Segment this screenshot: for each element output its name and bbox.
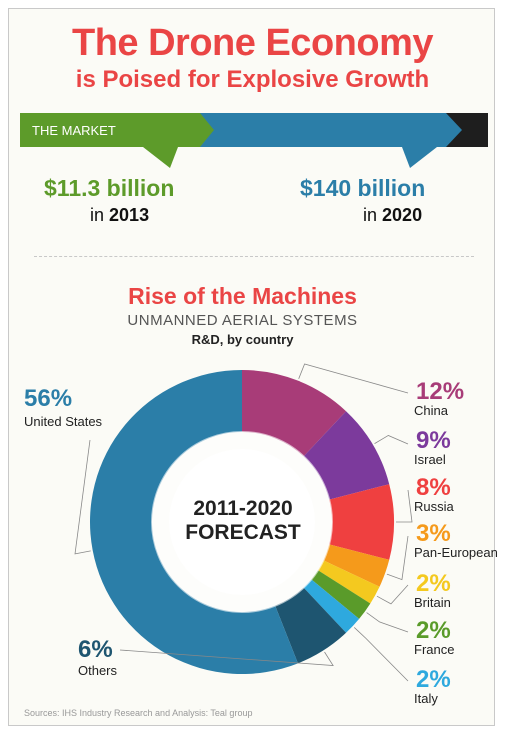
leader-line-france <box>366 612 409 633</box>
label-pct-china: 12% <box>416 378 465 405</box>
label-name-china: China <box>414 403 448 418</box>
label-name-france: France <box>414 642 455 657</box>
chart-caption: R&D, by country <box>191 332 294 347</box>
leader-line-others <box>119 649 334 666</box>
slice-russia <box>329 484 395 560</box>
leader-line-britain <box>376 584 409 605</box>
label-pct-pan-european: 3% <box>416 520 451 547</box>
leader-line-italy <box>353 627 409 682</box>
market-2013-amount: $11.3 billion <box>44 175 175 201</box>
label-name-israel: Israel <box>414 452 446 467</box>
market-2013-year-line: in 2013 <box>90 205 149 226</box>
label-name-pan-european: Pan-European <box>414 545 498 560</box>
leader-line-russia <box>396 489 413 523</box>
slice-italy <box>303 579 360 633</box>
in-word: in <box>363 205 378 225</box>
page-title: The Drone Economy <box>72 22 434 64</box>
label-pct-israel: 9% <box>416 427 451 454</box>
slice-others <box>275 587 347 664</box>
market-start-pointer <box>143 147 178 168</box>
market-bar-blue <box>200 113 462 147</box>
label-name-russia: Russia <box>414 499 454 514</box>
page-subtitle: is Poised for Explosive Growth <box>75 66 430 93</box>
section-divider <box>34 256 474 257</box>
slice-pan-european <box>323 544 390 587</box>
label-name-united-states: United States <box>24 414 103 429</box>
label-name-italy: Italy <box>414 691 438 706</box>
market-2020-year-line: in 2020 <box>363 205 422 226</box>
leader-line-united-states <box>74 439 91 555</box>
in-word: in <box>90 205 105 225</box>
center-label-line2: FORECAST <box>185 521 301 544</box>
market-2020-year: 2020 <box>382 205 423 225</box>
slice-china <box>242 370 347 457</box>
chart-title: Rise of the Machines <box>128 283 357 309</box>
label-name-britain: Britain <box>414 595 451 610</box>
leader-line-pan-european <box>386 535 409 581</box>
chart-subtitle: UNMANNED AERIAL SYSTEMS <box>127 312 358 329</box>
market-end-pointer <box>402 147 437 168</box>
label-pct-france: 2% <box>416 617 451 644</box>
slice-france <box>311 570 371 619</box>
leader-line-israel <box>374 435 409 445</box>
donut-hole <box>169 449 315 595</box>
inner-ring <box>151 431 333 613</box>
label-pct-italy: 2% <box>416 666 451 693</box>
label-pct-britain: 2% <box>416 570 451 597</box>
market-bar-green <box>20 113 214 147</box>
label-pct-united-states: 56% <box>24 385 73 412</box>
source-note: Sources: IHS Industry Research and Analy… <box>24 708 253 718</box>
center-label-line1: 2011-2020 <box>193 497 293 520</box>
market-2020-amount: $140 billion <box>300 175 426 201</box>
slice-britain <box>317 560 380 604</box>
label-pct-others: 6% <box>78 636 113 663</box>
market-arrow-bar <box>20 113 488 168</box>
slice-israel <box>303 411 390 500</box>
slice-united-states <box>89 370 298 674</box>
label-name-others: Others <box>78 663 118 678</box>
label-pct-russia: 8% <box>416 474 451 501</box>
market-label: THE MARKET <box>32 123 116 138</box>
leader-line-china <box>298 363 409 394</box>
market-2013-year: 2013 <box>109 205 150 225</box>
